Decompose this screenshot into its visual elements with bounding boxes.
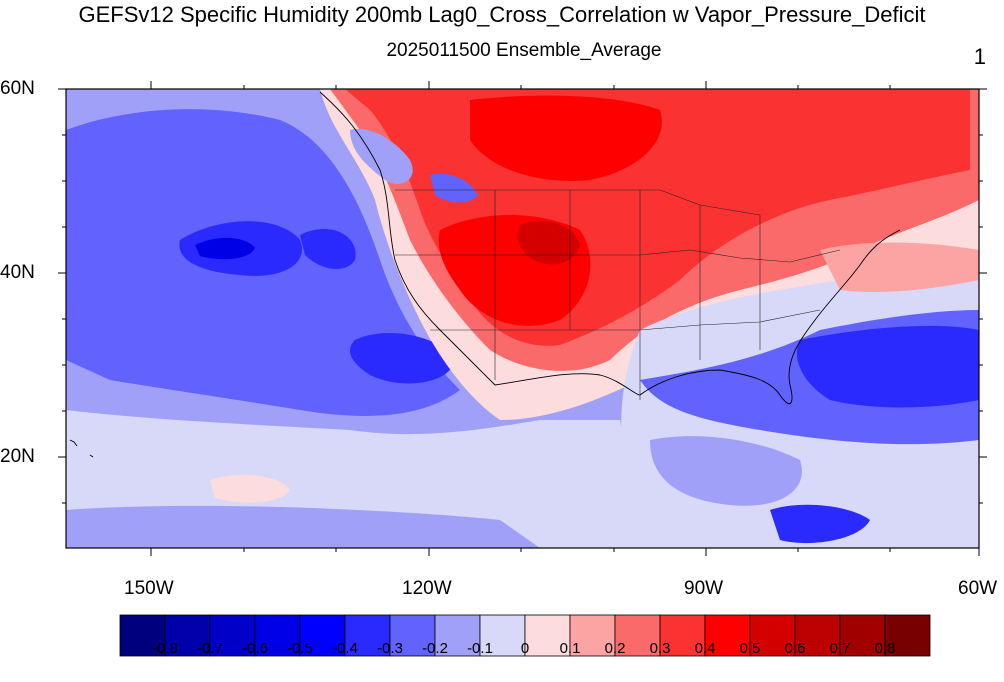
bc-negative-patch (350, 129, 413, 184)
lon-label-150w: 150W (124, 578, 174, 599)
colorbar-tick-label: -0.4 (332, 640, 358, 657)
lat-label-40n: 40N (0, 262, 35, 283)
rockies-core-positive (517, 221, 580, 265)
colorbar-swatch (569, 614, 616, 657)
colorbar-tick-label: 0.4 (694, 640, 716, 657)
pacific-strong-negative-4 (195, 237, 255, 260)
colorbar-swatch (254, 614, 301, 657)
bc-negative-patch-2 (430, 173, 478, 203)
caribbean-strong-negative (770, 504, 870, 544)
lat-label-20n: 20N (0, 446, 35, 467)
lon-label-120w: 120W (402, 578, 452, 599)
colorbar-swatch (119, 614, 166, 657)
map-subtitle: 2025011500 Ensemble_Average (386, 40, 662, 61)
colorbar-tick-label: -0.6 (242, 640, 268, 657)
colorbar-tick-label: -0.3 (377, 640, 403, 657)
state-boundaries (395, 189, 841, 400)
colorbar-tick-label: 0.6 (784, 640, 806, 657)
colorbar-tick-label: 0.1 (559, 640, 581, 657)
colorbar-tick-label: 0.3 (649, 640, 671, 657)
colorbar-swatch (434, 614, 481, 657)
panel-number: 1 (973, 44, 986, 69)
pacific-strong-negative-3 (350, 332, 455, 384)
colorbar-tick-label: -0.7 (197, 640, 223, 657)
colorbar-tick-label: -0.5 (287, 640, 313, 657)
colorbar-swatch (704, 614, 751, 657)
coastlines (69, 91, 901, 458)
colorbar-tick-label: -0.1 (467, 640, 493, 657)
colorbar-swatch (839, 614, 886, 657)
lon-label-90w: 90W (684, 578, 724, 599)
lon-label-60w: 60W (958, 578, 998, 599)
colorbar-tick-label: -0.8 (152, 640, 178, 657)
west-edge-negative (66, 247, 106, 340)
colorbar (119, 614, 931, 657)
atlantic-strong-negative (796, 325, 979, 408)
east-weak-positive (820, 242, 979, 292)
gulf-weak-negative (650, 436, 802, 506)
tropical-weak-positive (210, 474, 290, 503)
colorbar-swatch (884, 614, 931, 657)
colorbar-swatch (164, 614, 211, 657)
colorbar-tick-label: 0.8 (874, 640, 896, 657)
colorbar-tick-label: 0.2 (604, 640, 626, 657)
map-title: GEFSv12 Specific Humidity 200mb Lag0_Cro… (78, 2, 926, 27)
lat-label-60n: 60N (0, 78, 35, 99)
axis-ticks (58, 81, 987, 556)
colorbar-tick-label: 0.5 (739, 640, 761, 657)
colorbar-swatch (659, 614, 706, 657)
colorbar-swatch (794, 614, 841, 657)
canada-max-positive (470, 95, 662, 181)
correlation-field (66, 89, 979, 548)
colorbar-swatch (299, 614, 346, 657)
colorbar-tick-label: 0.7 (829, 640, 851, 657)
south-negative-band (66, 505, 540, 548)
colorbar-tick-label: 0 (520, 640, 530, 657)
colorbar-tick-label: -0.2 (422, 640, 448, 657)
colorbar-swatch (524, 614, 571, 657)
colorbar-swatch (479, 614, 526, 657)
pacific-strong-negative-2 (300, 229, 356, 270)
